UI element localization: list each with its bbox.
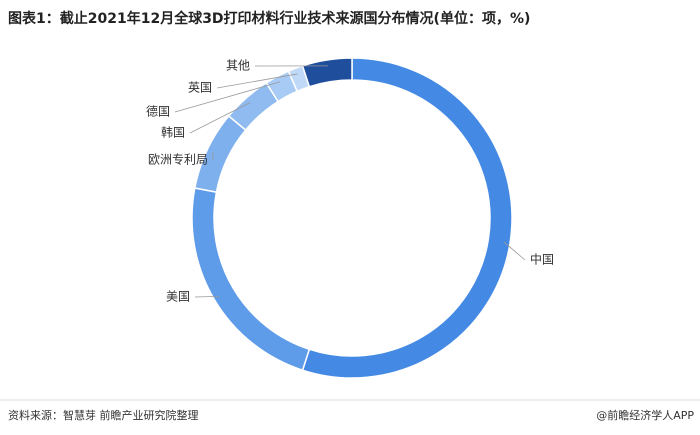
donut-slice — [191, 187, 311, 372]
slice-label: 中国 — [530, 252, 554, 267]
donut-slice — [301, 57, 353, 88]
brand: @前瞻经济学人APP — [596, 408, 694, 422]
chart-title: 图表1：截止2021年12月全球3D打印材料行业技术来源国分布情况(单位：项，%… — [8, 10, 530, 27]
slice-label: 其他 — [226, 59, 250, 73]
leader-line — [194, 295, 220, 298]
leader-line — [503, 241, 526, 261]
donut-slice — [301, 57, 513, 379]
source: 资料来源：智慧芽 前瞻产业研究院整理 — [8, 408, 199, 422]
leader-line — [174, 81, 281, 113]
slice-label: 欧洲专利局 — [148, 152, 208, 167]
slice-label: 德国 — [146, 104, 170, 119]
slice-label: 韩国 — [161, 125, 185, 140]
slice-label: 美国 — [166, 290, 190, 304]
slice-label: 英国 — [188, 81, 212, 95]
leader-line — [189, 102, 251, 134]
leader-line — [216, 73, 298, 89]
